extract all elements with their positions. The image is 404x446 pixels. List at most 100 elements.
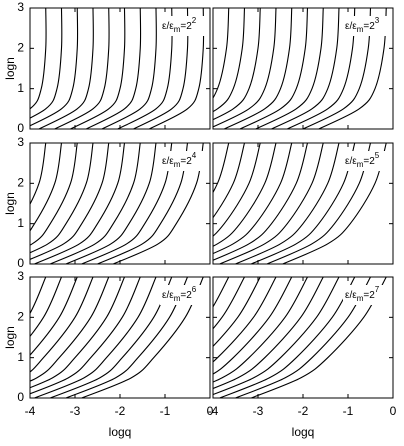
contour-line <box>239 8 309 129</box>
contour-line <box>101 8 157 129</box>
annotation-subscript: m <box>357 294 364 303</box>
panel: ε/εm=22 0 1 2 3 logn <box>3 0 211 135</box>
y-tick-label: 3 <box>17 0 24 14</box>
annotation-middle: =2 <box>180 21 192 32</box>
annotation-middle: =2 <box>180 290 192 301</box>
y-tick-label: 3 <box>17 269 24 283</box>
annotation-base: ε/ε <box>345 290 357 301</box>
annotation-superscript: 4 <box>192 151 197 160</box>
contour-line <box>30 143 47 206</box>
annotation-superscript: 5 <box>375 151 380 160</box>
y-tick-label: 2 <box>17 310 24 324</box>
annotation-superscript: 2 <box>192 16 197 25</box>
contour-line <box>30 277 126 389</box>
contour-line <box>30 8 63 119</box>
contour-line <box>219 143 324 264</box>
contour-line <box>213 143 293 255</box>
curves <box>213 277 387 398</box>
contour-line <box>213 277 230 308</box>
panel: ε/εm=26 0 1 2 3 -4 -3 -2 -1 0 logn logq <box>3 269 213 439</box>
y-tick-label: 0 <box>17 390 24 404</box>
contour-line <box>219 277 356 398</box>
annotation-subscript: m <box>174 160 181 169</box>
contour-line <box>85 8 142 129</box>
x-tick-label: -2 <box>115 404 126 418</box>
contour-line <box>213 8 261 121</box>
x-tick-label: -3 <box>70 404 81 418</box>
annotation: ε/εm=27 <box>345 285 380 303</box>
annotation-background <box>343 16 389 36</box>
contour-line <box>213 277 245 330</box>
y-axis-label: logn <box>3 192 17 215</box>
contour-line <box>30 277 47 315</box>
annotation-base: ε/ε <box>162 290 174 301</box>
contour-line <box>255 8 324 129</box>
annotation-background <box>160 285 206 305</box>
annotation-subscript: m <box>174 25 181 34</box>
contour-line <box>213 277 277 363</box>
contour-line <box>30 143 78 246</box>
x-tick-label: -3 <box>253 404 264 418</box>
y-tick-label: 3 <box>17 135 24 149</box>
annotation-base: ε/ε <box>345 156 357 167</box>
annotation-middle: =2 <box>363 290 375 301</box>
contour-line <box>213 277 293 375</box>
curves <box>213 143 387 264</box>
contour-line <box>213 143 277 247</box>
x-tick-label: -1 <box>343 404 354 418</box>
contour-line <box>213 143 261 237</box>
contour-line <box>30 8 47 110</box>
contour-line <box>235 143 340 264</box>
contour-line <box>224 8 293 129</box>
contour-line <box>34 143 126 264</box>
annotation-background <box>160 16 206 36</box>
y-tick-label: 1 <box>17 350 24 364</box>
contour-line <box>213 277 261 348</box>
contour-line <box>70 8 126 129</box>
x-tick-label: -4 <box>25 404 36 418</box>
curves <box>213 8 387 129</box>
contour-line <box>34 277 157 398</box>
annotation-superscript: 6 <box>192 285 197 294</box>
contour-line <box>213 277 324 390</box>
annotation: ε/εm=25 <box>345 151 380 169</box>
x-tick-label: -1 <box>160 404 171 418</box>
contour-line <box>30 143 110 260</box>
y-tick-label: 1 <box>17 216 24 230</box>
y-axis-label: logn <box>3 326 17 349</box>
x-tick-label: -4 <box>208 404 219 418</box>
y-axis-label: logn <box>3 57 17 80</box>
y-tick-label: 0 <box>17 256 24 270</box>
annotation-background <box>343 285 389 305</box>
panel: ε/εm=24 0 1 2 3 logn <box>3 135 211 270</box>
contour-line <box>30 277 78 356</box>
annotation-subscript: m <box>357 25 364 34</box>
contour-line <box>38 8 94 129</box>
contour-line <box>65 143 157 264</box>
contour-line <box>54 8 110 129</box>
contour-line <box>213 277 308 383</box>
annotation-subscript: m <box>174 294 181 303</box>
y-tick-label: 1 <box>17 81 24 95</box>
contour-line <box>50 143 141 264</box>
x-tick-label: -2 <box>298 404 309 418</box>
panel: ε/εm=25 <box>212 142 394 265</box>
annotation-background <box>343 151 389 171</box>
annotation-base: ε/ε <box>162 156 174 167</box>
annotation: ε/εm=22 <box>162 16 197 34</box>
y-tick-label: 2 <box>17 176 24 190</box>
annotation-middle: =2 <box>363 21 375 32</box>
y-tick-label: 0 <box>17 121 24 135</box>
x-tick-label: 0 <box>390 404 397 418</box>
contour-line <box>213 277 340 396</box>
contour-line <box>30 277 63 338</box>
contour-line <box>271 8 340 129</box>
contour-line <box>30 143 94 254</box>
contour-line <box>213 8 277 128</box>
annotation-base: ε/ε <box>345 21 357 32</box>
annotation: ε/εm=23 <box>345 16 380 34</box>
panel: ε/εm=23 <box>212 7 394 130</box>
annotation-background <box>160 151 206 171</box>
annotation-superscript: 7 <box>375 285 380 294</box>
